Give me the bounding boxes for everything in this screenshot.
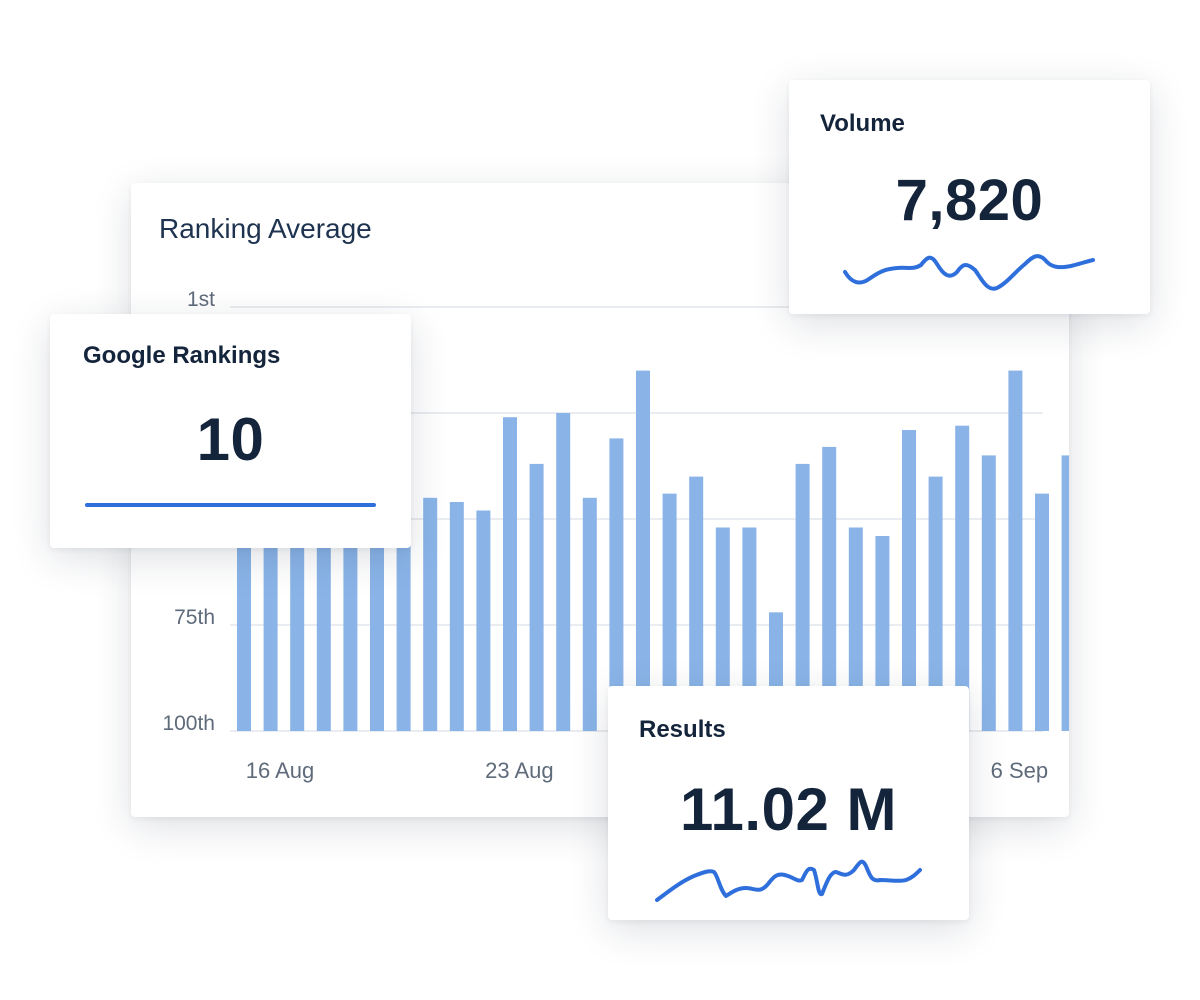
bar — [449, 502, 464, 731]
bar — [237, 497, 251, 731]
bar — [503, 417, 517, 731]
bar — [795, 463, 810, 731]
bar — [742, 527, 757, 731]
volume-value: 7,820 — [895, 168, 1044, 233]
volume-widget: Volume 7,820 — [789, 80, 1150, 314]
x-tick-label: 23 Aug — [485, 758, 554, 783]
bar — [396, 497, 411, 731]
google-rankings-sparkline — [85, 503, 376, 507]
bar — [476, 510, 491, 731]
bar — [290, 497, 305, 731]
volume-title: Volume — [820, 110, 905, 137]
bar — [822, 446, 837, 731]
bar — [1008, 370, 1023, 731]
bar — [715, 527, 730, 731]
results-sparkline — [655, 859, 922, 902]
bar — [343, 497, 358, 731]
bar — [263, 497, 278, 731]
bar — [955, 425, 970, 731]
bar — [1061, 455, 1069, 731]
volume-sparkline — [843, 254, 1095, 291]
bar — [928, 476, 943, 731]
bar — [556, 413, 571, 731]
bar — [582, 497, 597, 731]
chart-title: Ranking Average — [159, 213, 372, 244]
results-value: 11.02 M — [680, 776, 897, 843]
google-rankings-widget: Google Rankings 10 — [50, 314, 411, 548]
bar — [423, 497, 438, 731]
bar — [875, 536, 890, 731]
bar — [609, 438, 624, 731]
google-rankings-value: 10 — [196, 406, 265, 473]
bar — [981, 455, 996, 731]
ranking-bar-chart: 1st 75th 100th 16 Aug 23 Aug 6 Sep — [162, 288, 1069, 783]
bar — [689, 476, 704, 731]
y-tick-label: 100th — [162, 712, 215, 735]
bar — [902, 430, 916, 731]
y-tick-label: 1st — [187, 288, 215, 311]
results-title: Results — [639, 716, 726, 743]
x-tick-label: 6 Sep — [991, 758, 1049, 783]
y-tick-label: 75th — [174, 606, 215, 629]
bar — [662, 493, 677, 731]
bar — [316, 497, 331, 731]
results-widget: Results 11.02 M — [608, 686, 969, 920]
bar — [636, 370, 650, 731]
x-tick-label: 16 Aug — [246, 758, 315, 783]
google-rankings-title: Google Rankings — [83, 342, 281, 369]
bar — [848, 527, 863, 731]
bar — [1035, 493, 1049, 731]
bar — [370, 497, 384, 731]
bar — [529, 463, 544, 731]
